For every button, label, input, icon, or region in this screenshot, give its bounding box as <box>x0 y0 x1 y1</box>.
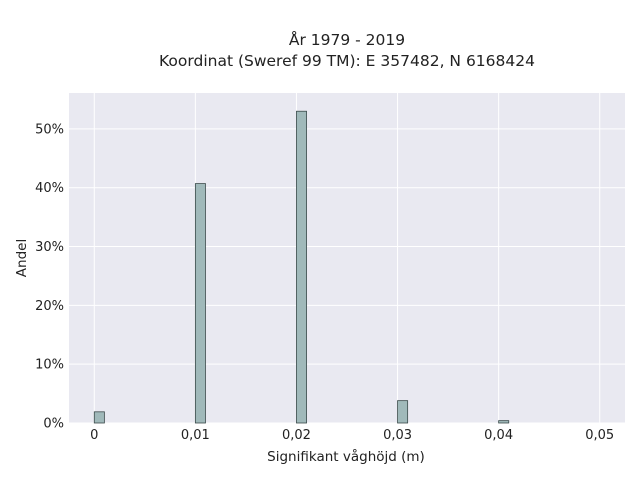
y-tick-label-1: 10% <box>35 358 64 373</box>
y-tick-label-4: 40% <box>35 181 64 196</box>
bar-4 <box>498 420 510 424</box>
y-axis-label: Andel <box>14 239 30 277</box>
x-tick-label-4: 0,04 <box>484 428 513 443</box>
bar-0 <box>93 411 105 424</box>
x-axis-label: Signifikant våghöjd (m) <box>267 448 425 465</box>
x-tick-label-3: 0,03 <box>383 428 412 443</box>
x-axis-ticks: 0 0,01 0,02 0,03 0,04 0,05 <box>90 428 614 443</box>
chart-subtitle: Koordinat (Sweref 99 TM): E 357482, N 61… <box>159 52 535 70</box>
x-tick-label-1: 0,01 <box>181 428 210 443</box>
plot-area <box>69 93 625 423</box>
y-tick-label-5: 50% <box>35 122 64 137</box>
bar-3 <box>397 400 409 424</box>
y-axis-ticks: 0% 10% 20% 30% 40% 50% <box>35 122 64 431</box>
bar-1 <box>194 183 206 424</box>
x-tick-label-5: 0,05 <box>585 428 614 443</box>
chart-title: År 1979 - 2019 <box>289 30 405 49</box>
x-tick-label-2: 0,02 <box>282 428 311 443</box>
bars <box>93 110 510 424</box>
y-tick-label-0: 0% <box>43 417 64 432</box>
y-tick-label-3: 30% <box>35 240 64 255</box>
x-tick-label-0: 0 <box>90 428 98 443</box>
y-tick-label-2: 20% <box>35 299 64 314</box>
bar-2 <box>296 110 307 424</box>
